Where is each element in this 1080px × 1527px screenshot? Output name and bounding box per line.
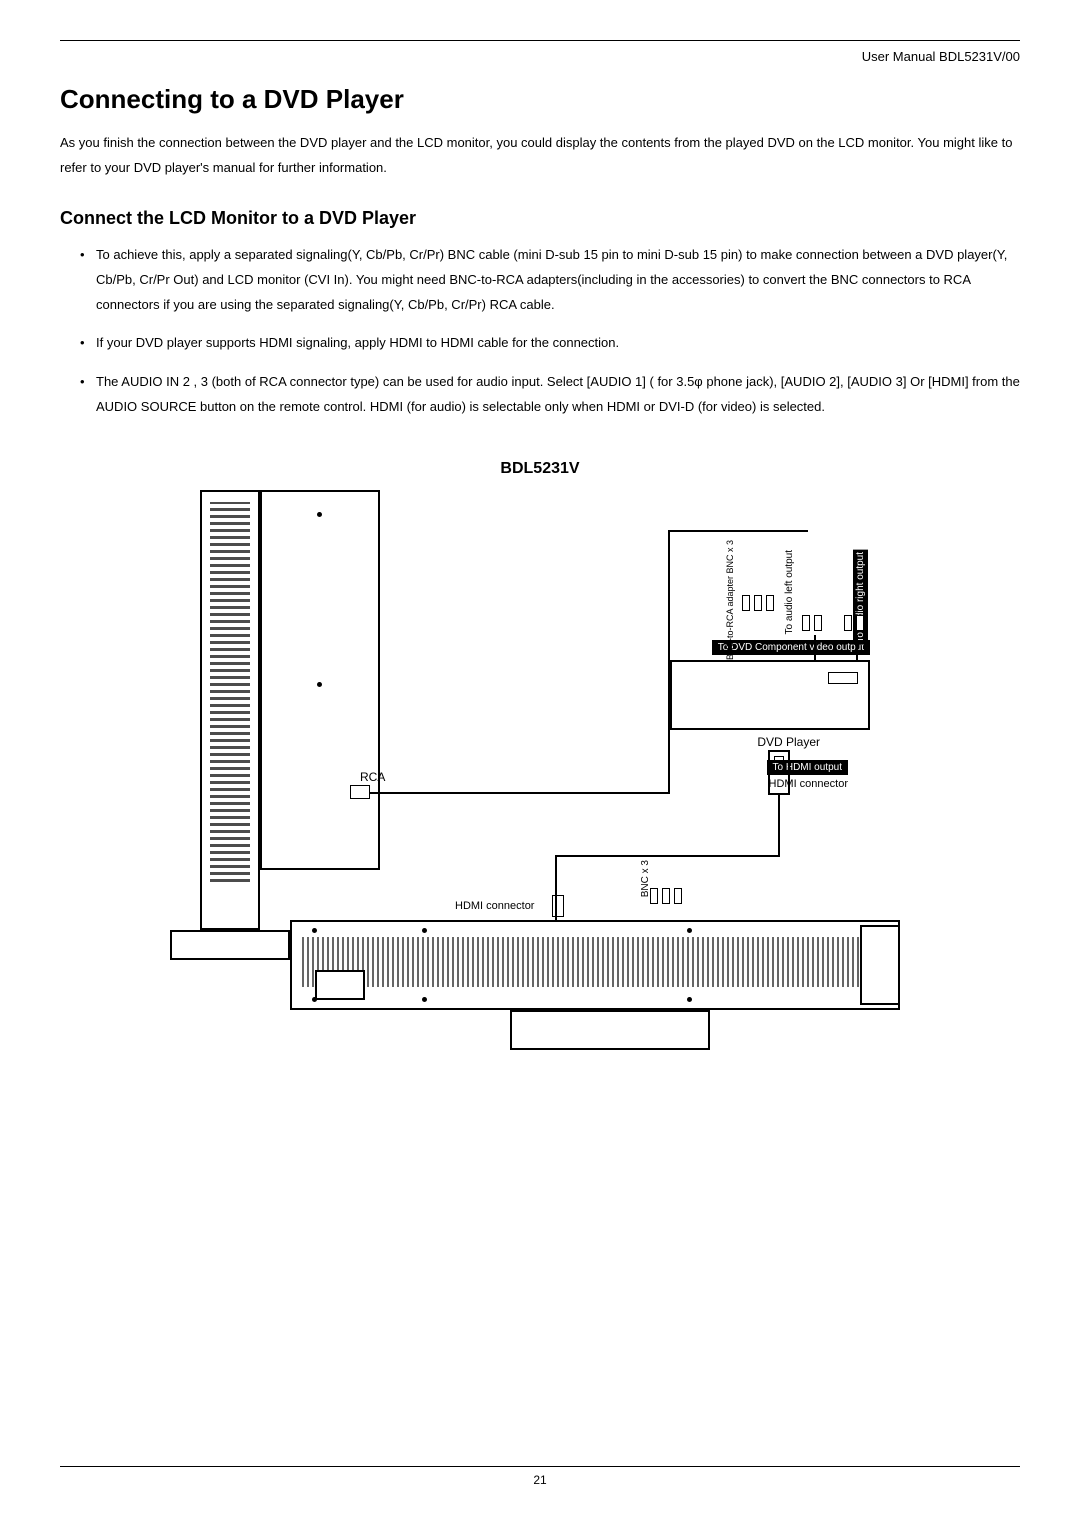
bnc-rca-adapter-label: BNC-to-RCA adapter BNC x 3 [725, 540, 735, 660]
header-manual-ref: User Manual BDL5231V/00 [60, 49, 1020, 64]
page-number: 21 [0, 1473, 1080, 1487]
rca-connector-icon [350, 785, 370, 799]
bnc-connector-icon [754, 595, 762, 611]
bullet-list: To achieve this, apply a separated signa… [60, 243, 1020, 419]
panel-segment [315, 970, 365, 1000]
dvd-port-icon [828, 672, 858, 684]
bnc-connector-icon [662, 888, 670, 904]
audio-connector-icon [844, 615, 852, 631]
ports-strip-icon [302, 937, 888, 987]
sub-heading: Connect the LCD Monitor to a DVD Player [60, 208, 1020, 229]
monitor-bottom-panel [290, 920, 900, 1010]
bullet-item: The AUDIO IN 2 , 3 (both of RCA connecto… [80, 370, 1020, 419]
cable-line [814, 635, 816, 660]
audio-connector-icon [802, 615, 810, 631]
screw-dot-icon [422, 997, 427, 1002]
screw-dot-icon [312, 928, 317, 933]
screw-dot-icon [687, 997, 692, 1002]
connection-diagram: BDL5231V RCA DVD Player To DVD Compon [160, 460, 920, 1120]
bnc-connector-icon [766, 595, 774, 611]
component-output-label: To DVD Component video output [712, 640, 870, 655]
dvd-player-box [670, 660, 870, 730]
bnc-connector-icon [650, 888, 658, 904]
footer-rule [60, 1466, 1020, 1467]
audio-connector-icon [814, 615, 822, 631]
bullet-item: If your DVD player supports HDMI signali… [80, 331, 1020, 356]
cable-line [856, 635, 858, 660]
screw-dot-icon [687, 928, 692, 933]
diagram-title: BDL5231V [160, 460, 920, 478]
cable-line [555, 855, 780, 857]
hdmi-device-icon [768, 750, 790, 795]
monitor-bottom-stand [510, 1010, 710, 1050]
screw-dot-icon [317, 512, 322, 517]
dvd-player-label: DVD Player [757, 735, 820, 749]
cable-line [370, 792, 670, 794]
hdmi-connector-label: HDMI connector [455, 900, 534, 912]
bnc-connector-icon [742, 595, 750, 611]
screw-dot-icon [422, 928, 427, 933]
bullet-item: To achieve this, apply a separated signa… [80, 243, 1020, 317]
diagram-container: BDL5231V RCA DVD Player To DVD Compon [60, 460, 1020, 1120]
monitor-stand [170, 930, 290, 960]
monitor-side-view [200, 490, 260, 930]
main-heading: Connecting to a DVD Player [60, 84, 1020, 115]
monitor-back-panel [260, 490, 380, 870]
bnc-connector-icon [674, 888, 682, 904]
intro-paragraph: As you finish the connection between the… [60, 131, 1020, 180]
document-page: User Manual BDL5231V/00 Connecting to a … [0, 0, 1080, 1527]
header-rule [60, 40, 1020, 41]
cable-line [668, 530, 808, 532]
rca-label: RCA [360, 770, 385, 784]
cable-line [778, 795, 780, 855]
hdmi-plug-icon [774, 756, 784, 762]
hdmi-plug-icon [552, 895, 564, 917]
audio-connector-icon [856, 615, 864, 631]
screw-dot-icon [317, 682, 322, 687]
audio-left-label: To audio left output [784, 550, 795, 635]
panel-segment [860, 925, 900, 1005]
